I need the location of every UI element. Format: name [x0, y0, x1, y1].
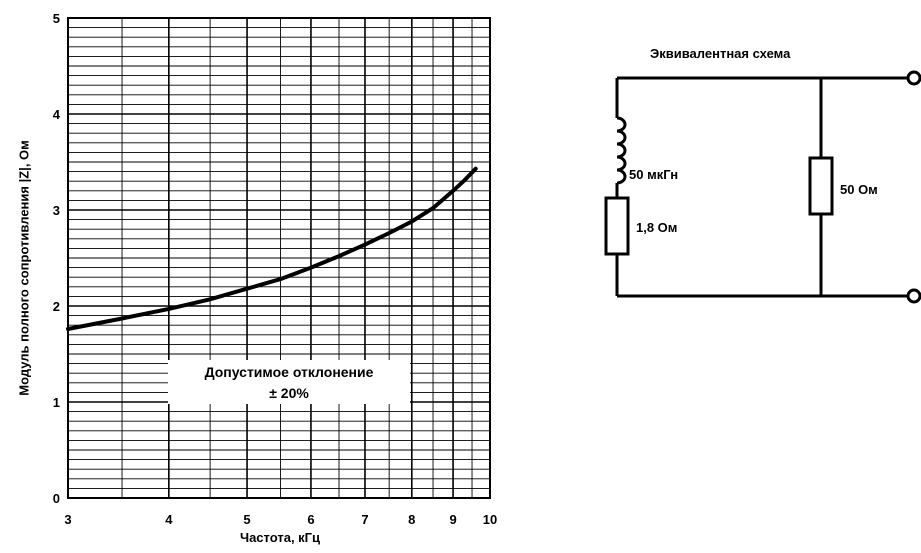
inductor-label: 50 мкГн: [629, 167, 678, 182]
terminal-bottom: [906, 288, 921, 304]
x-tick-label: 5: [243, 512, 250, 527]
y-tick-label: 5: [53, 11, 60, 26]
grid: [68, 18, 490, 498]
equivalent-circuit: Эквивалентная схема 50 мкГн 1,8 Ом 50 Ом: [604, 46, 921, 304]
tick-labels: 3 4 5 6 7 8 9 10 0 1 2 3 4 5: [53, 11, 497, 527]
impedance-curve: [66, 166, 478, 331]
plot-frame: [67, 17, 491, 499]
parallel-resistor: [808, 156, 834, 216]
terminal-top: [906, 70, 921, 86]
y-tick-label: 4: [53, 107, 61, 122]
y-tick-label: 3: [53, 203, 60, 218]
x-tick-label: 6: [307, 512, 314, 527]
y-tick-label: 0: [53, 491, 60, 506]
annotation-line-1: Допустимое отклонение: [205, 364, 374, 380]
annotation-line-2: ± 20%: [269, 385, 309, 401]
x-tick-label: 4: [165, 512, 173, 527]
parallel-resistor-label: 50 Ом: [840, 182, 878, 197]
y-tick-label: 1: [53, 395, 60, 410]
x-tick-label: 3: [64, 512, 71, 527]
inductor-symbol: [616, 116, 627, 185]
y-tick-label: 2: [53, 299, 60, 314]
circuit-title: Эквивалентная схема: [650, 46, 791, 61]
series-resistor: [604, 196, 630, 256]
x-axis-label: Частота, кГц: [239, 530, 321, 545]
x-tick-label: 7: [361, 512, 368, 527]
series-resistor-label: 1,8 Ом: [636, 220, 677, 235]
x-tick-label: 8: [408, 512, 415, 527]
x-tick-label: 9: [449, 512, 456, 527]
annotation-box: [168, 360, 410, 404]
x-tick-label: 10: [483, 512, 497, 527]
